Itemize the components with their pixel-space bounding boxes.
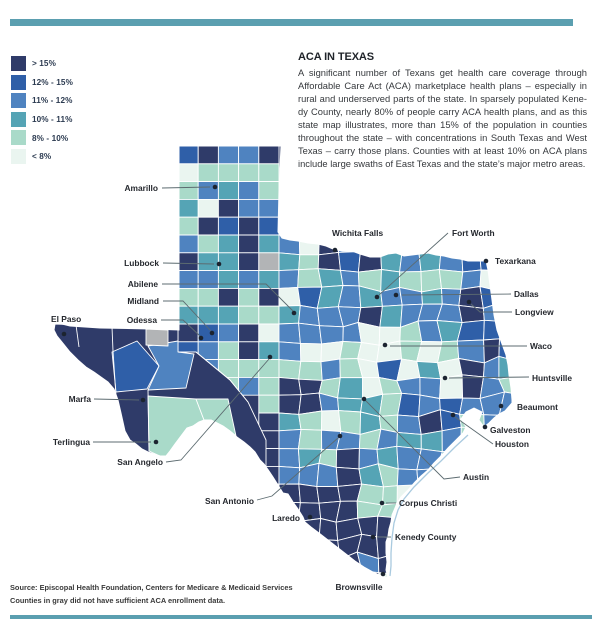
svg-text:Longview: Longview [515,307,554,317]
svg-text:Terlingua: Terlingua [53,437,90,447]
svg-text:El Paso: El Paso [51,314,81,324]
svg-text:Midland: Midland [127,296,159,306]
svg-text:Brownsville: Brownsville [335,582,382,592]
svg-text:Dallas: Dallas [514,289,539,299]
svg-text:San Antonio: San Antonio [205,496,254,506]
svg-text:Austin: Austin [463,472,489,482]
svg-text:Marfa: Marfa [69,394,92,404]
svg-text:Galveston: Galveston [490,425,531,435]
svg-text:Houston: Houston [495,439,529,449]
svg-text:Kenedy County: Kenedy County [395,532,457,542]
svg-text:Huntsville: Huntsville [532,373,572,383]
svg-text:Amarillo: Amarillo [124,183,158,193]
svg-text:Beaumont: Beaumont [517,402,558,412]
svg-text:Odessa: Odessa [127,315,158,325]
svg-text:Texarkana: Texarkana [495,256,536,266]
svg-text:San Angelo: San Angelo [117,457,163,467]
svg-text:Lubbock: Lubbock [124,258,159,268]
svg-text:Corpus Christi: Corpus Christi [399,498,457,508]
svg-text:Fort Worth: Fort Worth [452,228,495,238]
svg-text:Wichita Falls: Wichita Falls [332,228,383,238]
svg-text:Waco: Waco [530,341,552,351]
svg-text:Abilene: Abilene [128,279,159,289]
svg-text:Laredo: Laredo [272,513,300,523]
